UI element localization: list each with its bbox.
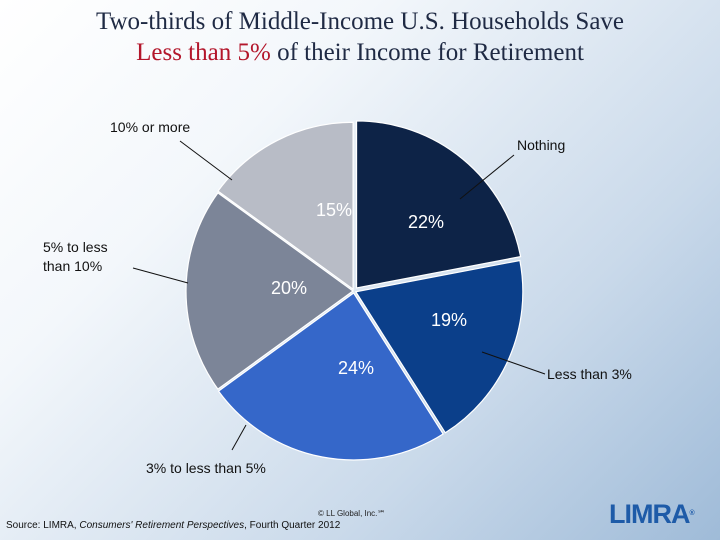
title-line-1: Two-thirds of Middle-Income U.S. Househo… — [95, 8, 625, 35]
chart-title: Two-thirds of Middle-Income U.S. Househo… — [0, 6, 720, 68]
pie-slice-4 — [185, 192, 355, 390]
leader-line-5 — [179, 140, 233, 181]
leader-line-2 — [481, 351, 546, 375]
leader-lines — [132, 140, 546, 451]
title-rest: of their Income for Retirement — [270, 39, 584, 66]
copyright: © LL Global, Inc.℠ — [318, 509, 386, 518]
source-title: Consumers' Retirement Perspectives — [79, 520, 245, 531]
pie-slice-1 — [355, 120, 522, 289]
pie-slice-2 — [354, 259, 524, 434]
source-note: Source: LIMRA, Consumers' Retirement Per… — [6, 520, 340, 531]
source-suffix: , Fourth Quarter 2012 — [244, 520, 341, 531]
slice-labels: 22% Nothing 19% Less than 3% 24% 3% to less t… — [43, 119, 632, 476]
slice-category-label-3: 3% to less than 5% — [146, 460, 266, 476]
slice-category-label-4: 5% to less than 10% — [43, 239, 108, 274]
slice-value-label-3: 24% — [338, 358, 374, 378]
title-accent: Less than 5% — [136, 39, 271, 66]
pie-slice-5 — [217, 121, 354, 291]
slice-category-label-5: 10% or more — [110, 119, 190, 135]
limra-logo: LIMRA® — [609, 500, 695, 528]
logo-mark: ® — [689, 510, 694, 517]
title-line-2: Less than 5% of their Income for Retirem… — [0, 37, 720, 68]
slice-value-label-2: 19% — [431, 310, 467, 330]
slice-value-label-4: 20% — [271, 278, 307, 298]
leader-line-1 — [459, 154, 515, 200]
source-prefix: Source: LIMRA, — [6, 520, 80, 531]
pie-slice-3 — [217, 292, 444, 461]
pie-slices — [185, 120, 524, 461]
slice-category-label-2: Less than 3% — [547, 366, 632, 382]
slice-value-label-5: 15% — [316, 200, 352, 220]
slice-category-label-1: Nothing — [517, 137, 565, 153]
leader-line-4 — [132, 267, 189, 284]
leader-line-3 — [231, 424, 247, 451]
slice-value-label-1: 22% — [408, 212, 444, 232]
logo-text: LIMRA — [609, 499, 690, 529]
